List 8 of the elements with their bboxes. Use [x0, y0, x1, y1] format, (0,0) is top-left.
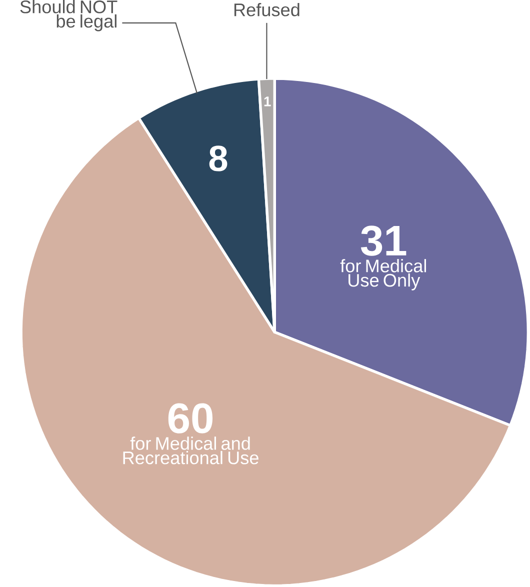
slice-label: for Medical and Recreational Use: [124, 436, 259, 464]
data-label: 31: [361, 226, 406, 256]
data-label: 8: [210, 146, 228, 172]
data-label: 60: [168, 403, 213, 434]
slice-label: Should NOT be legal: [20, 0, 118, 32]
slice-label: Refused: [234, 2, 300, 16]
data-label: 1: [264, 96, 272, 106]
slice-label: for Medical Use Only: [340, 259, 426, 290]
